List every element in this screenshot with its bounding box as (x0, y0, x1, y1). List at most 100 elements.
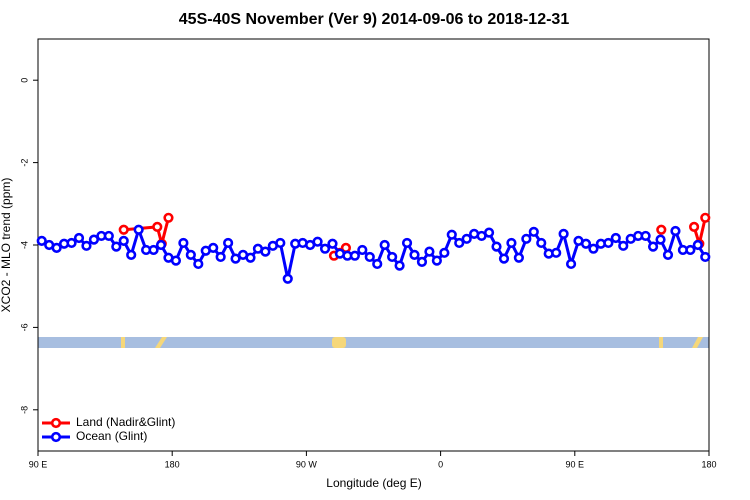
data-point (208, 242, 219, 253)
land-patch (332, 337, 346, 348)
data-point (260, 246, 271, 257)
x-tick-label: 0 (438, 459, 443, 469)
legend-marker (50, 431, 62, 443)
data-point (446, 229, 457, 240)
data-point (394, 260, 405, 271)
legend-label: Ocean (Glint) (76, 429, 147, 443)
data-point (521, 233, 532, 244)
data-point (126, 249, 137, 260)
data-point (178, 237, 189, 249)
data-point (73, 232, 85, 244)
data-point (692, 239, 703, 251)
data-point (319, 243, 331, 254)
data-point (155, 239, 167, 251)
data-point (688, 221, 700, 232)
data-point (528, 226, 539, 237)
ocean-band (38, 337, 709, 348)
data-point (700, 212, 711, 223)
x-axis-label: Longitude (deg E) (326, 476, 421, 490)
data-point (152, 221, 163, 232)
data-point (603, 237, 614, 249)
data-point (148, 244, 159, 256)
data-point (282, 273, 293, 284)
x-tick-label: 180 (165, 459, 180, 469)
data-point (536, 237, 547, 249)
data-point (215, 251, 226, 263)
data-point (163, 212, 174, 223)
y-tick-label: 0 (19, 78, 29, 83)
data-point (88, 234, 100, 245)
x-tick-label: 180 (701, 459, 716, 469)
y-tick-label: -8 (19, 406, 29, 414)
data-point (580, 238, 592, 249)
data-point (409, 249, 420, 260)
data-point (357, 244, 368, 256)
data-point (454, 237, 465, 249)
data-point (424, 246, 435, 257)
data-point (230, 253, 241, 264)
data-point (491, 241, 502, 252)
y-axis-label: XCO2 - MLO trend (ppm) (0, 178, 13, 313)
data-point (461, 233, 472, 244)
data-point (245, 252, 256, 263)
data-point (551, 247, 562, 258)
data-point (700, 251, 711, 263)
data-point (36, 235, 47, 246)
data-point (513, 252, 524, 263)
y-tick-label: -2 (19, 159, 29, 167)
data-point (685, 244, 696, 256)
data-point (416, 256, 428, 267)
chart-title: 45S-40S November (Ver 9) 2014-09-06 to 2… (179, 11, 570, 28)
data-point (379, 239, 390, 251)
data-point (327, 238, 338, 249)
surface-band (38, 337, 709, 348)
y-tick-label: -4 (19, 241, 29, 249)
data-point (431, 255, 442, 266)
data-point (670, 225, 681, 237)
data-point (656, 224, 667, 235)
land-patch (659, 337, 663, 348)
data-point (133, 224, 144, 235)
data-point (111, 241, 122, 252)
legend-marker (50, 417, 62, 429)
data-point (223, 237, 234, 249)
data-point (185, 249, 196, 260)
data-point (640, 230, 651, 242)
data-point (312, 236, 323, 247)
data-point (275, 237, 286, 249)
data-point (118, 224, 129, 235)
data-point (81, 240, 92, 251)
data-point (498, 253, 510, 264)
data-point (364, 251, 375, 263)
legend-label: Land (Nadir&Glint) (76, 415, 175, 429)
data-point (483, 227, 495, 238)
land-patch (692, 337, 703, 348)
x-tick-label: 90 W (296, 459, 318, 469)
land-patch (121, 337, 125, 348)
data-point (588, 243, 599, 254)
x-tick-label: 90 E (29, 459, 48, 469)
y-tick-label: -6 (19, 323, 29, 331)
data-point (565, 258, 577, 270)
data-point (349, 250, 360, 261)
data-point (610, 232, 621, 244)
data-point (647, 241, 659, 252)
data-point (618, 240, 629, 251)
land-patch (155, 337, 167, 348)
x-tick-label: 90 E (566, 459, 585, 469)
data-point (401, 237, 413, 249)
data-point (387, 251, 398, 263)
data-point (118, 235, 129, 246)
data-point (655, 234, 666, 245)
data-point (558, 228, 569, 239)
data-point (66, 237, 77, 249)
data-point (193, 258, 204, 270)
data-point (506, 237, 517, 249)
data-point (51, 242, 62, 253)
data-point (372, 258, 383, 270)
data-point (439, 247, 450, 258)
data-point (103, 230, 114, 242)
data-point (662, 249, 674, 260)
data-point (170, 255, 182, 266)
